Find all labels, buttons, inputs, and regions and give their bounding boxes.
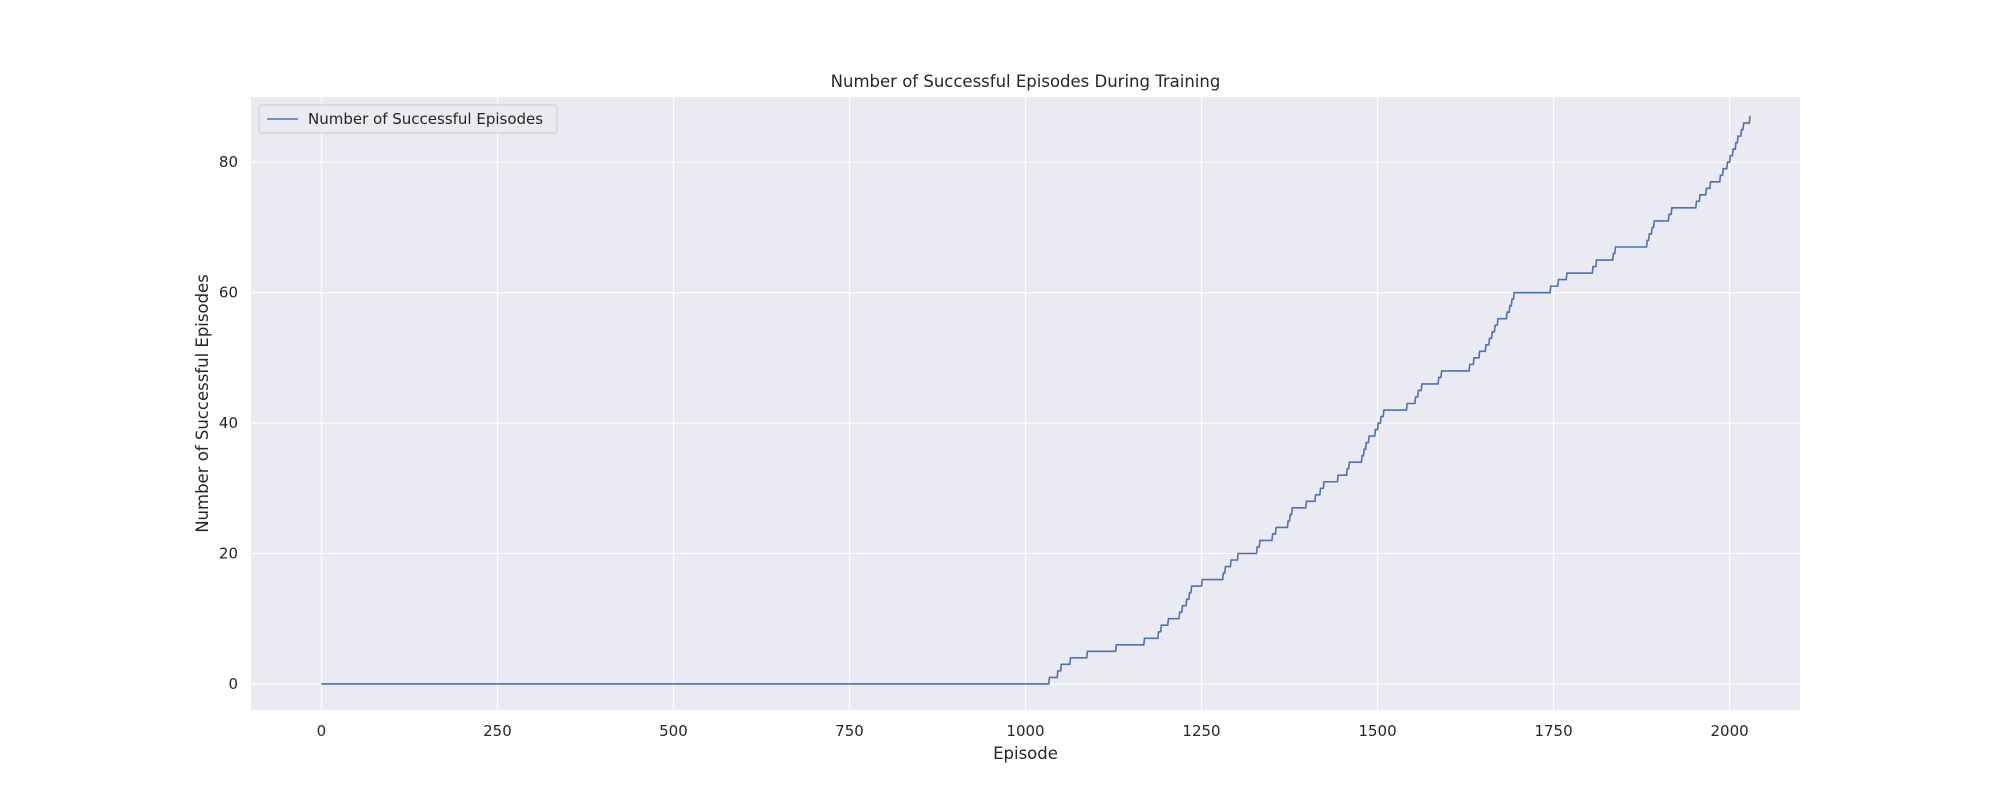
x-tick-label: 1500 — [1358, 722, 1396, 740]
x-tick-label: 500 — [659, 722, 688, 740]
y-tick-label: 60 — [219, 284, 238, 302]
x-axis-label: Episode — [993, 744, 1058, 763]
x-tick-label: 750 — [835, 722, 864, 740]
x-tick-label: 1750 — [1534, 722, 1572, 740]
y-tick-label: 80 — [219, 153, 238, 171]
x-tick-label: 250 — [483, 722, 512, 740]
legend-entry-label: Number of Successful Episodes — [308, 110, 543, 128]
series-line — [321, 115, 1751, 685]
legend: Number of Successful Episodes — [258, 104, 558, 134]
x-tick-label: 1250 — [1182, 722, 1220, 740]
y-axis-label: Number of Successful Episodes — [193, 274, 212, 533]
x-tick-labels: 0 250 500 750 1000 1250 1500 1750 2000 — [317, 722, 1749, 740]
x-tick-label: 0 — [317, 722, 327, 740]
y-tick-label: 0 — [228, 675, 238, 693]
y-tick-label: 40 — [219, 414, 238, 432]
chart-title: Number of Successful Episodes During Tra… — [831, 72, 1221, 91]
y-tick-labels: 0 20 40 60 80 — [219, 153, 238, 693]
x-tick-label: 2000 — [1710, 722, 1748, 740]
legend-box — [258, 104, 558, 134]
x-tick-label: 1000 — [1006, 722, 1044, 740]
y-tick-label: 20 — [219, 544, 238, 562]
